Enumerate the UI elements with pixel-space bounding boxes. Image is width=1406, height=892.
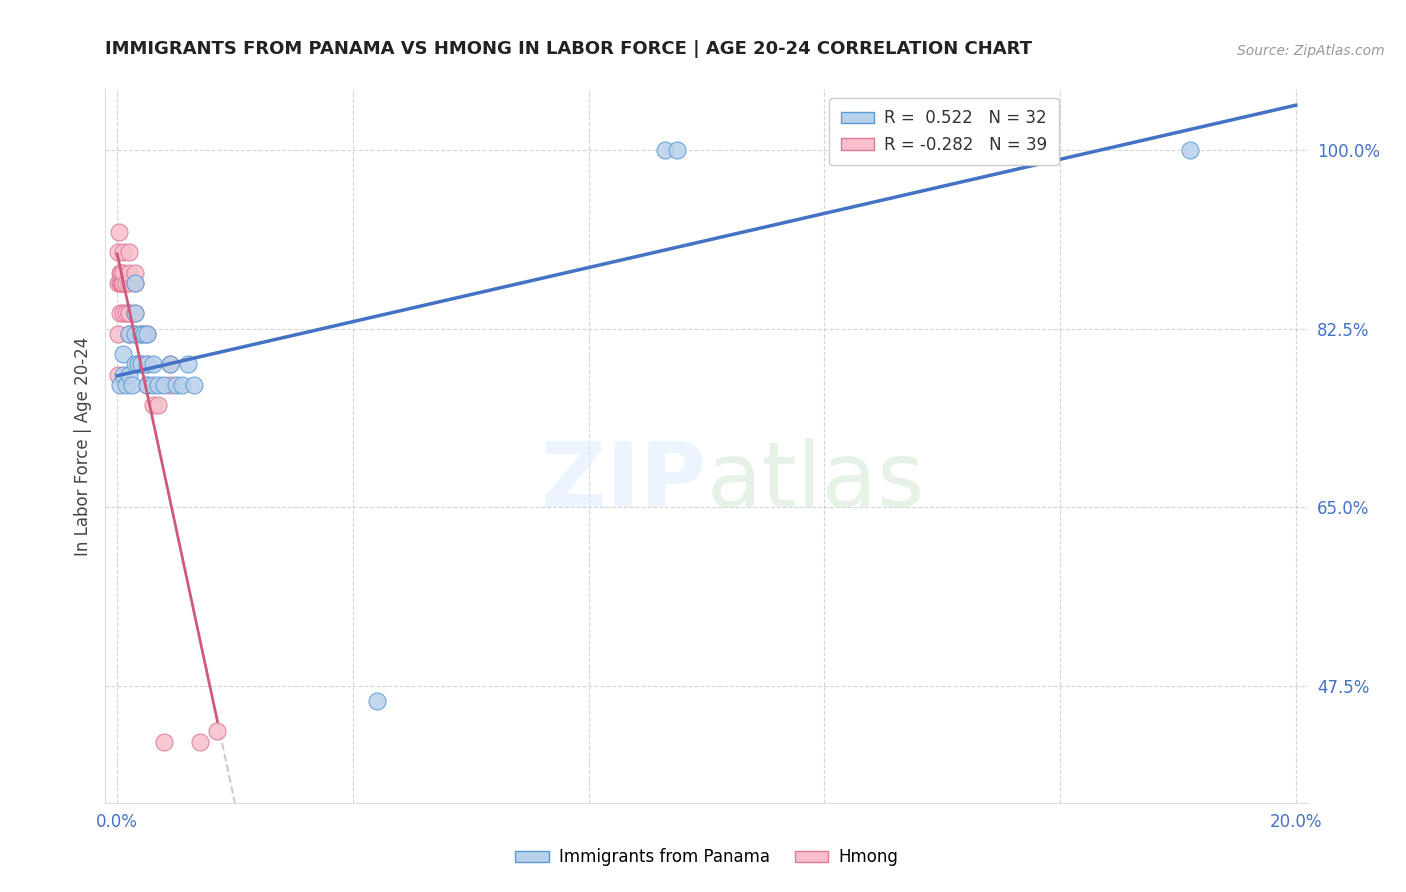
Point (127, 358, 149, 372)
Point (112, 347, 135, 361)
Point (108, 266, 131, 280)
Point (124, 358, 146, 372)
Point (112, 266, 135, 280)
Point (142, 398, 165, 412)
Point (129, 326, 152, 341)
Point (118, 368, 141, 382)
Point (129, 358, 152, 372)
Point (108, 225, 131, 239)
Legend: Immigrants from Panama, Hmong: Immigrants from Panama, Hmong (509, 842, 904, 873)
Point (112, 276, 135, 290)
Point (111, 276, 134, 290)
Point (107, 368, 129, 382)
Point (124, 306, 146, 320)
Point (170, 377, 193, 392)
Text: atlas: atlas (707, 438, 925, 525)
Point (110, 276, 132, 290)
Point (121, 377, 143, 392)
Point (153, 377, 176, 392)
Point (118, 245, 141, 260)
Point (135, 326, 157, 341)
Point (118, 326, 141, 341)
Point (112, 245, 135, 260)
Point (159, 358, 181, 372)
Point (159, 377, 181, 392)
Point (159, 358, 181, 372)
Point (107, 276, 129, 290)
Point (153, 734, 176, 748)
Point (135, 358, 157, 372)
Point (148, 398, 170, 412)
Point (366, 694, 388, 708)
Point (124, 276, 146, 290)
Point (148, 377, 170, 392)
Point (183, 377, 205, 392)
Y-axis label: In Labor Force | Age 20-24: In Labor Force | Age 20-24 (73, 336, 91, 556)
Text: ZIP: ZIP (541, 438, 707, 525)
Point (110, 266, 132, 280)
Point (124, 276, 146, 290)
Point (142, 358, 165, 372)
Text: IMMIGRANTS FROM PANAMA VS HMONG IN LABOR FORCE | AGE 20-24 CORRELATION CHART: IMMIGRANTS FROM PANAMA VS HMONG IN LABOR… (105, 40, 1032, 58)
Point (142, 377, 165, 392)
Point (118, 306, 141, 320)
Text: Source: ZipAtlas.com: Source: ZipAtlas.com (1237, 44, 1385, 58)
Point (135, 377, 157, 392)
Point (1019, 144, 1042, 158)
Point (654, 144, 676, 158)
Point (118, 266, 141, 280)
Point (108, 377, 131, 392)
Point (112, 368, 135, 382)
Point (124, 306, 146, 320)
Point (108, 306, 131, 320)
Point (118, 326, 141, 341)
Point (666, 144, 689, 158)
Point (135, 358, 157, 372)
Point (188, 734, 211, 748)
Point (135, 326, 157, 341)
Point (165, 377, 187, 392)
Point (112, 306, 135, 320)
Point (124, 266, 146, 280)
Point (115, 276, 138, 290)
Point (107, 326, 129, 341)
Point (177, 358, 200, 372)
Point (135, 377, 157, 392)
Point (207, 724, 229, 739)
Point (118, 306, 141, 320)
Point (108, 276, 131, 290)
Point (124, 326, 146, 341)
Point (107, 245, 129, 260)
Point (118, 276, 141, 290)
Point (115, 377, 138, 392)
Point (1178, 144, 1201, 158)
Point (129, 326, 152, 341)
Point (132, 326, 155, 341)
Point (115, 306, 138, 320)
Point (129, 358, 152, 372)
Point (124, 326, 146, 341)
